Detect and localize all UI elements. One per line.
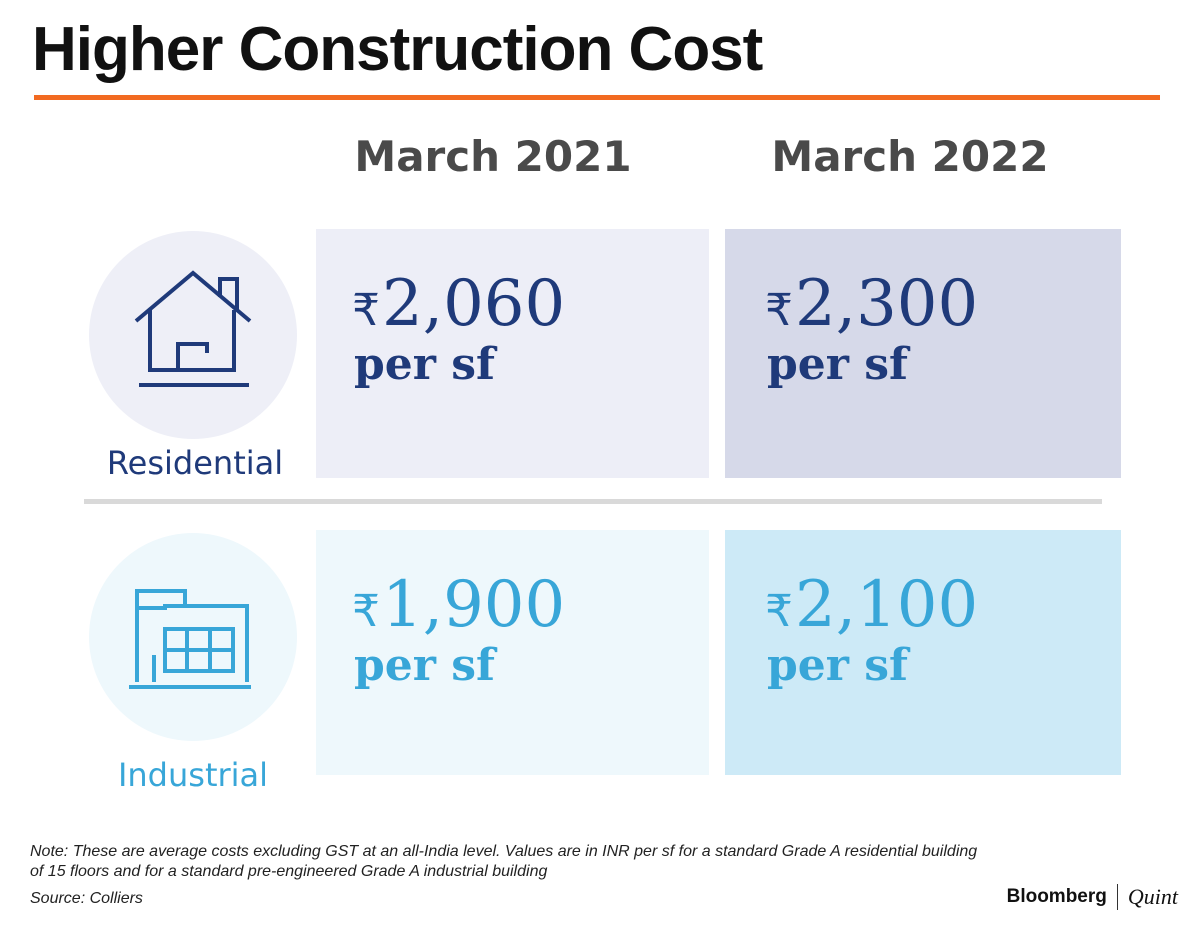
brand-bloomberg: Bloomberg [1006,886,1107,907]
footnote: Note: These are average costs excluding … [30,843,978,880]
title-underline [34,95,1160,100]
column-header-march-2021: March 2021 [354,132,632,181]
unit-label: per sf [767,339,908,390]
amount-text: 2,300 [795,267,979,341]
row-divider [84,499,1102,504]
rupee-symbol: ₹ [352,285,380,336]
amount-text: 2,060 [382,267,566,341]
source-credit: Source: Colliers [30,890,143,907]
residential-icon-circle [89,231,297,439]
rupee-symbol: ₹ [765,285,793,336]
house-icon [134,270,252,387]
factory-building-icon [129,589,251,689]
brand-separator [1116,884,1118,910]
row-label-residential: Residential [106,444,284,482]
rupee-symbol: ₹ [765,586,793,637]
unit-label: per sf [767,640,908,691]
unit-label: per sf [354,640,495,691]
value-industrial-2022: ₹2,100 [765,570,978,647]
cell-industrial-march-2021: ₹1,900 per sf [316,530,709,775]
amount-text: 2,100 [795,568,979,642]
value-industrial-2021: ₹1,900 [352,570,565,647]
brand-quint: Quint [1127,884,1178,909]
unit-label: per sf [354,339,495,390]
cell-residential-march-2022: ₹2,300 per sf [725,229,1121,478]
page-title: Higher Construction Cost [32,15,763,84]
rupee-symbol: ₹ [352,586,380,637]
cell-industrial-march-2022: ₹2,100 per sf [725,530,1121,775]
row-label-industrial: Industrial [117,756,269,794]
value-residential-2022: ₹2,300 [765,269,978,346]
column-header-march-2022: March 2022 [771,132,1049,181]
amount-text: 1,900 [382,568,566,642]
value-residential-2021: ₹2,060 [352,269,565,346]
industrial-icon-circle [89,533,297,741]
brand-logo: Bloomberg Quint [1007,884,1178,910]
cell-residential-march-2021: ₹2,060 per sf [316,229,709,478]
